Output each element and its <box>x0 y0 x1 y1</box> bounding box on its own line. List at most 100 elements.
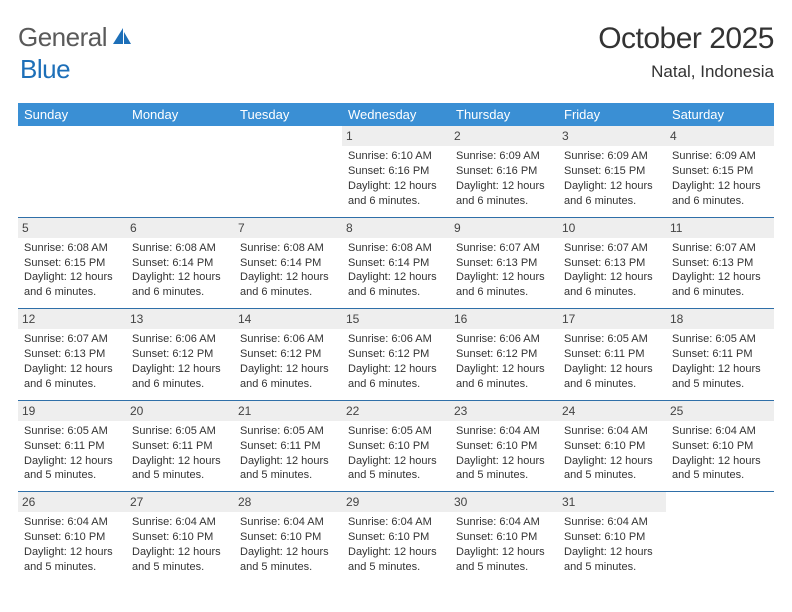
day-number: 20 <box>126 401 234 421</box>
day-detail: Sunrise: 6:08 AMSunset: 6:15 PMDaylight:… <box>24 241 120 300</box>
day-detail: Sunrise: 6:08 AMSunset: 6:14 PMDaylight:… <box>132 241 228 300</box>
calendar-page: General October 2025 Natal, Indonesia Bl… <box>0 0 792 601</box>
weekday-header: Monday <box>126 103 234 126</box>
day-detail: Sunrise: 6:06 AMSunset: 6:12 PMDaylight:… <box>456 332 552 391</box>
day-detail: Sunrise: 6:10 AMSunset: 6:16 PMDaylight:… <box>348 149 444 208</box>
calendar-day-cell: 15Sunrise: 6:06 AMSunset: 6:12 PMDayligh… <box>342 309 450 401</box>
calendar-day-cell: 20 Sunrise: 6:05 AMSunset: 6:11 PMDayligh… <box>126 400 234 492</box>
month-title: October 2025 <box>598 22 774 56</box>
day-number: 1 <box>342 126 450 146</box>
calendar-day-cell: 30Sunrise: 6:04 AMSunset: 6:10 PMDayligh… <box>450 492 558 583</box>
day-detail: Sunrise: 6:09 AMSunset: 6:15 PMDaylight:… <box>564 149 660 208</box>
day-detail: Sunrise: 6:09 AMSunset: 6:16 PMDaylight:… <box>456 149 552 208</box>
calendar-day-cell: 1 Sunrise: 6:10 AMSunset: 6:16 PMDaylight… <box>342 126 450 217</box>
day-detail: Sunrise: 6:04 AMSunset: 6:10 PMDaylight:… <box>564 424 660 483</box>
day-number: 14 <box>234 309 342 329</box>
day-number: 16 <box>450 309 558 329</box>
weekday-header: Wednesday <box>342 103 450 126</box>
day-detail: Sunrise: 6:05 AMSunset: 6:11 PMDaylight:… <box>672 332 768 391</box>
day-number: 5 <box>18 218 126 238</box>
sail-icon <box>111 22 133 53</box>
day-detail: Sunrise: 6:04 AMSunset: 6:10 PMDaylight:… <box>456 515 552 574</box>
weekday-header: Tuesday <box>234 103 342 126</box>
calendar-day-cell: 28Sunrise: 6:04 AMSunset: 6:10 PMDayligh… <box>234 492 342 583</box>
day-detail: Sunrise: 6:04 AMSunset: 6:10 PMDaylight:… <box>348 515 444 574</box>
day-number: 31 <box>558 492 666 512</box>
calendar-day-cell <box>126 126 234 217</box>
day-number: 26 <box>18 492 126 512</box>
day-number: 18 <box>666 309 774 329</box>
day-detail: Sunrise: 6:04 AMSunset: 6:10 PMDaylight:… <box>672 424 768 483</box>
day-number: 24 <box>558 401 666 421</box>
day-number: 3 <box>558 126 666 146</box>
calendar-day-cell: 11 Sunrise: 6:07 AMSunset: 6:13 PMDayligh… <box>666 217 774 309</box>
calendar-day-cell: 26Sunrise: 6:04 AMSunset: 6:10 PMDayligh… <box>18 492 126 583</box>
calendar-day-cell: 4Sunrise: 6:09 AMSunset: 6:15 PMDaylight… <box>666 126 774 217</box>
day-detail: Sunrise: 6:05 AMSunset: 6:11 PMDaylight:… <box>564 332 660 391</box>
calendar-day-cell: 12 Sunrise: 6:07 AMSunset: 6:13 PMDayligh… <box>18 309 126 401</box>
logo-word-general: General <box>18 22 107 53</box>
day-number: 19 <box>18 401 126 421</box>
day-detail: Sunrise: 6:05 AMSunset: 6:11 PMDaylight:… <box>132 424 228 483</box>
day-detail: Sunrise: 6:05 AMSunset: 6:11 PMDaylight:… <box>240 424 336 483</box>
calendar-day-cell: 17Sunrise: 6:05 AMSunset: 6:11 PMDayligh… <box>558 309 666 401</box>
day-number: 4 <box>666 126 774 146</box>
day-number: 23 <box>450 401 558 421</box>
calendar-week-row: 5 Sunrise: 6:08 AMSunset: 6:15 PMDaylight… <box>18 217 774 309</box>
day-detail: Sunrise: 6:04 AMSunset: 6:10 PMDaylight:… <box>564 515 660 574</box>
weekday-header: Sunday <box>18 103 126 126</box>
calendar-day-cell: 2 Sunrise: 6:09 AMSunset: 6:16 PMDaylight… <box>450 126 558 217</box>
calendar-day-cell: 18 Sunrise: 6:05 AMSunset: 6:11 PMDayligh… <box>666 309 774 401</box>
day-detail: Sunrise: 6:08 AMSunset: 6:14 PMDaylight:… <box>240 241 336 300</box>
day-number: 13 <box>126 309 234 329</box>
day-number: 27 <box>126 492 234 512</box>
day-number: 28 <box>234 492 342 512</box>
calendar-week-row: 19 Sunrise: 6:05 AMSunset: 6:11 PMDayligh… <box>18 400 774 492</box>
day-detail: Sunrise: 6:05 AMSunset: 6:10 PMDaylight:… <box>348 424 444 483</box>
calendar-day-cell: 21 Sunrise: 6:05 AMSunset: 6:11 PMDayligh… <box>234 400 342 492</box>
calendar-day-cell: 6 Sunrise: 6:08 AMSunset: 6:14 PMDaylight… <box>126 217 234 309</box>
calendar-day-cell: 24 Sunrise: 6:04 AMSunset: 6:10 PMDayligh… <box>558 400 666 492</box>
calendar-week-row: 26 Sunrise: 6:04 AMSunset: 6:10 PMDayligh… <box>18 492 774 583</box>
title-block: October 2025 Natal, Indonesia <box>598 22 774 82</box>
day-number: 29 <box>342 492 450 512</box>
weekday-header: Friday <box>558 103 666 126</box>
day-number: 2 <box>450 126 558 146</box>
day-detail: Sunrise: 6:04 AMSunset: 6:10 PMDaylight:… <box>132 515 228 574</box>
day-number: 6 <box>126 218 234 238</box>
day-number: 8 <box>342 218 450 238</box>
calendar-day-cell: 19 Sunrise: 6:05 AMSunset: 6:11 PMDayligh… <box>18 400 126 492</box>
calendar-day-cell: 22Sunrise: 6:05 AMSunset: 6:10 PMDayligh… <box>342 400 450 492</box>
weekday-header: Thursday <box>450 103 558 126</box>
calendar-table: SundayMondayTuesdayWednesdayThursdayFrid… <box>18 103 774 583</box>
day-number: 21 <box>234 401 342 421</box>
calendar-day-cell: 14 Sunrise: 6:06 AMSunset: 6:12 PMDayligh… <box>234 309 342 401</box>
calendar-week-row: 1 Sunrise: 6:10 AMSunset: 6:16 PMDaylight… <box>18 126 774 217</box>
calendar-day-cell <box>234 126 342 217</box>
calendar-day-cell: 23 Sunrise: 6:04 AMSunset: 6:10 PMDayligh… <box>450 400 558 492</box>
calendar-header-row: SundayMondayTuesdayWednesdayThursdayFrid… <box>18 103 774 126</box>
calendar-day-cell: 3 Sunrise: 6:09 AMSunset: 6:15 PMDaylight… <box>558 126 666 217</box>
calendar-week-row: 12 Sunrise: 6:07 AMSunset: 6:13 PMDayligh… <box>18 309 774 401</box>
day-detail: Sunrise: 6:07 AMSunset: 6:13 PMDaylight:… <box>24 332 120 391</box>
calendar-day-cell: 31 Sunrise: 6:04 AMSunset: 6:10 PMDayligh… <box>558 492 666 583</box>
calendar-day-cell: 8 Sunrise: 6:08 AMSunset: 6:14 PMDaylight… <box>342 217 450 309</box>
day-number: 10 <box>558 218 666 238</box>
calendar-day-cell <box>18 126 126 217</box>
day-detail: Sunrise: 6:05 AMSunset: 6:11 PMDaylight:… <box>24 424 120 483</box>
day-detail: Sunrise: 6:08 AMSunset: 6:14 PMDaylight:… <box>348 241 444 300</box>
weekday-header: Saturday <box>666 103 774 126</box>
day-detail: Sunrise: 6:07 AMSunset: 6:13 PMDaylight:… <box>564 241 660 300</box>
day-detail: Sunrise: 6:04 AMSunset: 6:10 PMDaylight:… <box>456 424 552 483</box>
logo: General <box>18 22 135 53</box>
day-number: 7 <box>234 218 342 238</box>
day-number: 11 <box>666 218 774 238</box>
calendar-day-cell: 25Sunrise: 6:04 AMSunset: 6:10 PMDayligh… <box>666 400 774 492</box>
calendar-day-cell: 13Sunrise: 6:06 AMSunset: 6:12 PMDayligh… <box>126 309 234 401</box>
day-detail: Sunrise: 6:06 AMSunset: 6:12 PMDaylight:… <box>240 332 336 391</box>
day-number: 12 <box>18 309 126 329</box>
day-detail: Sunrise: 6:07 AMSunset: 6:13 PMDaylight:… <box>672 241 768 300</box>
location-label: Natal, Indonesia <box>598 62 774 82</box>
day-number: 9 <box>450 218 558 238</box>
day-number: 15 <box>342 309 450 329</box>
